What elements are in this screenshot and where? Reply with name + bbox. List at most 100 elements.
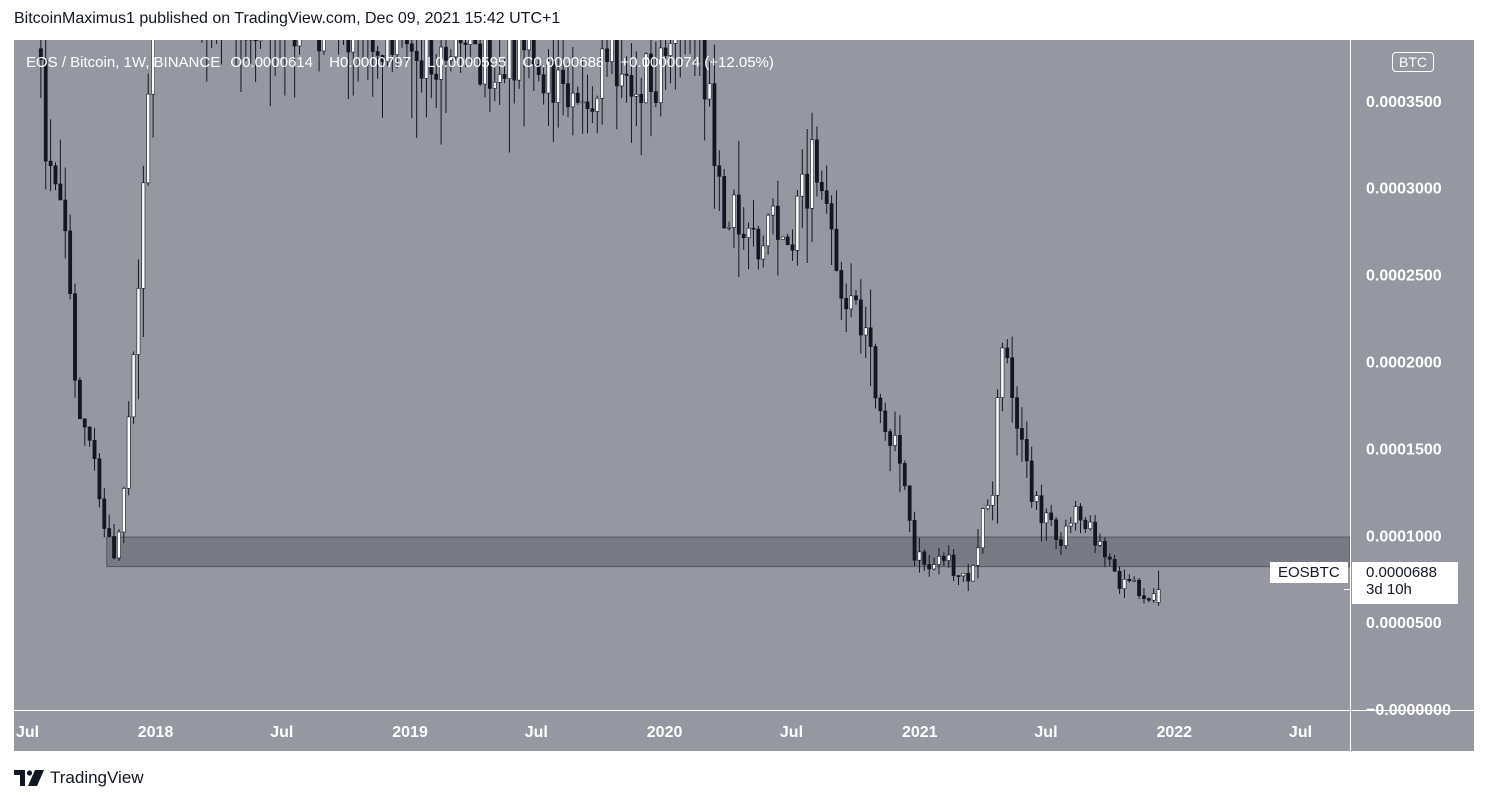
candle-body: [487, 40, 492, 89]
tradingview-logo-icon: [14, 770, 44, 786]
candle: [844, 283, 849, 333]
candle: [922, 549, 927, 571]
candle-body: [961, 573, 966, 577]
candle: [780, 236, 785, 241]
candle: [570, 46, 575, 136]
candle-body: [658, 47, 663, 103]
y-tick-label: 0.0002000: [1366, 355, 1442, 372]
candle: [1054, 516, 1058, 550]
candle: [240, 40, 242, 93]
candle-body: [907, 485, 912, 521]
candle-body: [478, 43, 483, 85]
footer-brand[interactable]: TradingView: [14, 768, 144, 788]
candle-body: [785, 236, 790, 245]
candle: [527, 40, 531, 79]
candle: [346, 40, 351, 100]
candle: [141, 165, 146, 337]
legend-symbol: EOS / Bitcoin, 1W, BINANCE: [26, 54, 221, 71]
candle: [546, 49, 551, 127]
candle: [1020, 407, 1024, 462]
candle: [717, 150, 722, 211]
candle: [458, 40, 463, 74]
candle: [419, 40, 424, 93]
candle-body: [121, 488, 126, 533]
candle-body: [492, 82, 497, 89]
candle-body: [1142, 595, 1146, 599]
candle: [1098, 533, 1102, 547]
candle: [629, 43, 634, 143]
candle-body: [73, 293, 77, 381]
candle: [492, 67, 497, 102]
candle-body: [87, 426, 92, 441]
candle: [351, 40, 356, 96]
candle-body: [1020, 428, 1024, 440]
candle: [858, 279, 863, 354]
candle-body: [1122, 578, 1127, 589]
candle: [668, 40, 673, 84]
candle: [531, 40, 536, 92]
candle-body: [605, 48, 609, 62]
candle: [253, 40, 258, 82]
candle-body: [112, 536, 116, 559]
candle-body: [976, 547, 980, 566]
candle-body: [819, 181, 824, 192]
candle: [1000, 342, 1005, 412]
candle-body: [815, 139, 819, 183]
chart-area[interactable]: 0.0003500 0.0003000 0.0002500 0.0002000 0.00…: [14, 40, 1474, 751]
candle: [1059, 532, 1063, 555]
candle-body: [409, 43, 414, 52]
candle: [663, 40, 668, 90]
candle: [694, 40, 696, 77]
candle: [117, 529, 121, 561]
candle: [487, 40, 492, 113]
last-price-value: 0.0000688: [1366, 564, 1437, 581]
candle: [702, 40, 707, 141]
candle: [517, 40, 522, 89]
candle-body: [439, 46, 443, 80]
candle: [92, 427, 97, 471]
candle-body: [1117, 570, 1122, 589]
candle: [712, 44, 717, 209]
candle-body: [322, 40, 326, 52]
legend-change: +0.0000074 (+12.05%): [620, 54, 774, 71]
candle-body: [483, 40, 487, 85]
candle: [600, 40, 605, 125]
candle: [785, 233, 790, 246]
candle: [634, 51, 639, 127]
candle: [235, 40, 237, 66]
candle: [1044, 508, 1049, 541]
candle: [1049, 504, 1054, 527]
candle-body: [48, 160, 53, 167]
candle: [1068, 517, 1073, 534]
currency-badge[interactable]: BTC: [1392, 52, 1434, 72]
candle: [478, 40, 483, 87]
candle: [414, 40, 419, 138]
candle: [405, 40, 409, 61]
candle-body: [1098, 541, 1102, 546]
candle-body: [624, 73, 629, 76]
candle-body: [980, 508, 985, 549]
candle: [1083, 516, 1088, 534]
legend-open-value: 0.0000614: [242, 54, 313, 71]
candle-body: [780, 236, 785, 240]
candle-body: [1044, 512, 1049, 524]
candle-body: [829, 203, 834, 230]
candle-body: [849, 295, 853, 310]
candle-body: [1083, 519, 1088, 529]
candle: [1156, 570, 1161, 606]
candle-body: [1146, 598, 1151, 601]
candle: [136, 259, 141, 400]
candle-body: [68, 230, 73, 294]
candle-body: [97, 458, 102, 500]
candlestick-chart[interactable]: 0.0003500 0.0003000 0.0002500 0.0002000 0.00…: [14, 40, 1474, 751]
candle: [937, 548, 941, 575]
candle: [985, 499, 990, 511]
candle: [220, 40, 222, 65]
candle-body: [898, 435, 902, 464]
candle: [971, 564, 976, 582]
candle: [502, 59, 507, 84]
candle-body: [473, 40, 478, 45]
candle-body: [614, 40, 619, 87]
candle: [736, 140, 741, 277]
candle-body: [92, 439, 97, 459]
